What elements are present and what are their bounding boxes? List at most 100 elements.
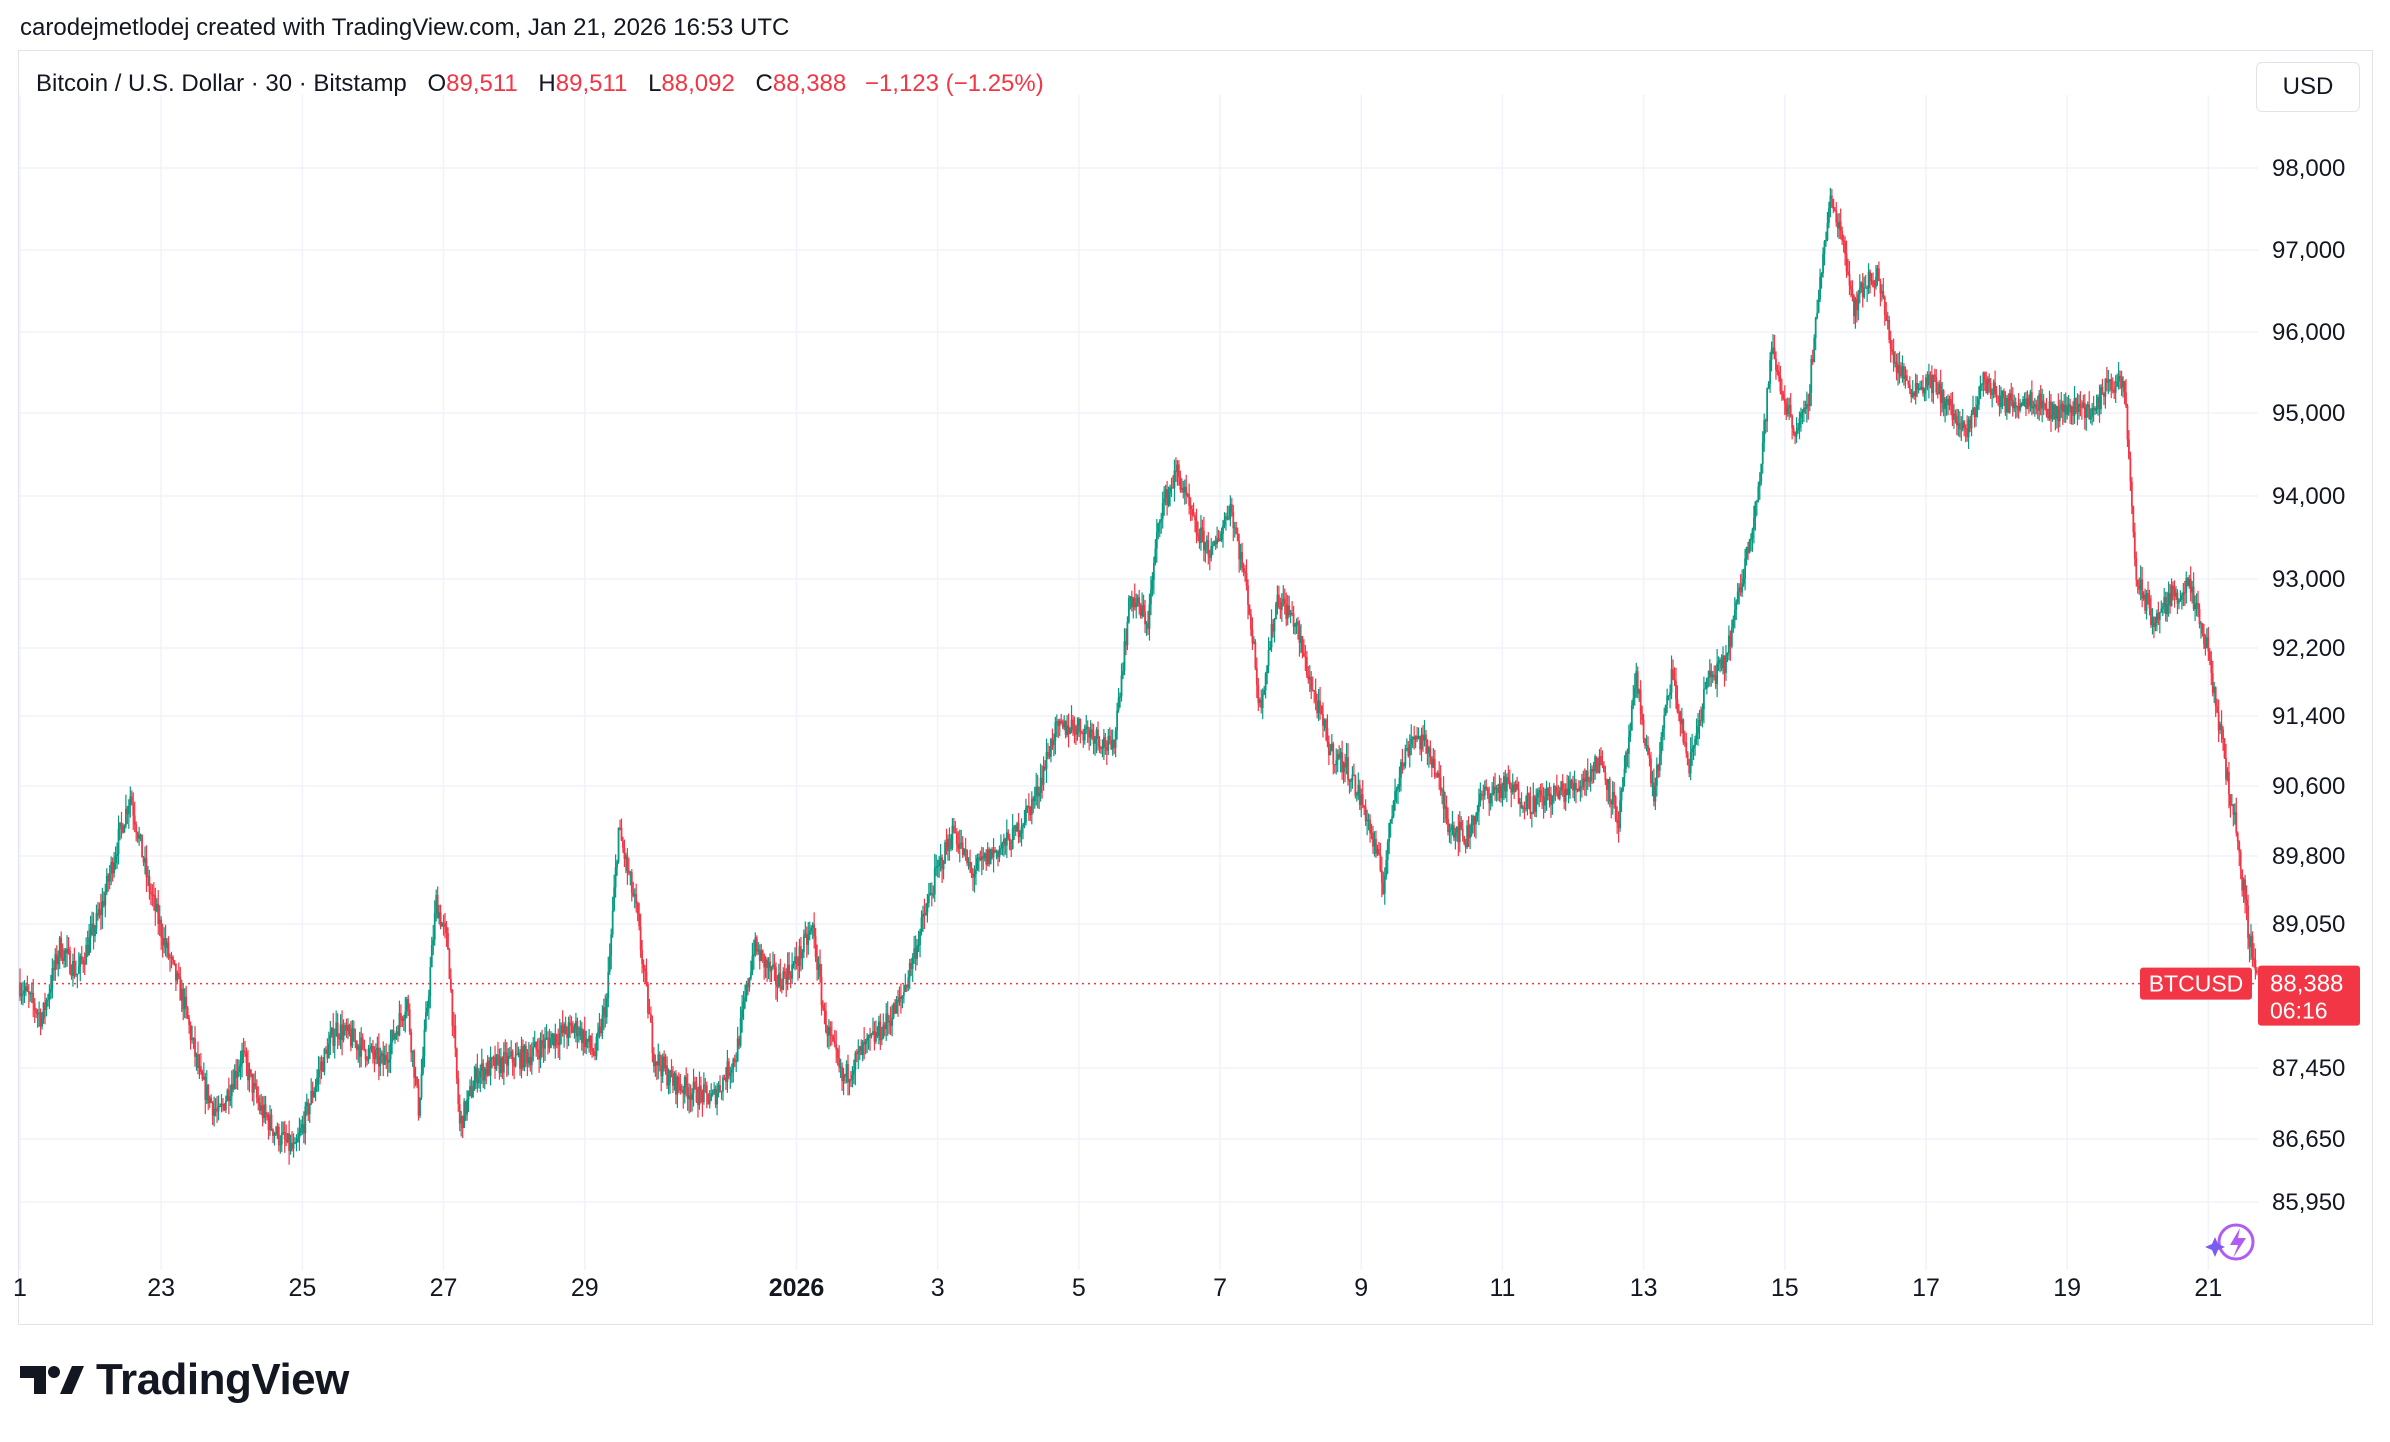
candle-body	[2141, 579, 2144, 599]
candle-body	[501, 1057, 504, 1073]
candle-body	[1298, 625, 1301, 644]
candle-body	[975, 869, 977, 875]
candle-body	[226, 1090, 229, 1101]
candle-body	[964, 849, 967, 851]
candle-body	[1775, 358, 1777, 371]
candle-body	[1255, 668, 1258, 686]
candle-body	[877, 1021, 880, 1036]
candle-body	[260, 1105, 263, 1111]
candle-body	[2113, 389, 2116, 393]
candle-body	[455, 1048, 458, 1079]
candle-body	[1989, 382, 1992, 395]
candle-body	[1136, 597, 1139, 603]
candle-body	[1327, 742, 1330, 756]
candle-body	[2244, 879, 2247, 900]
candle-body	[1689, 751, 1692, 774]
candle-body	[630, 872, 633, 893]
candle-body	[555, 1034, 558, 1043]
candle-body	[372, 1046, 374, 1055]
candle-body	[475, 1067, 477, 1080]
candle-body	[1541, 796, 1544, 798]
candle-body	[2132, 506, 2135, 533]
sparkle-lightning-icon[interactable]	[2205, 1223, 2255, 1261]
candle-body	[919, 931, 921, 945]
candle-body	[469, 1086, 471, 1092]
candle-body	[1491, 793, 1494, 795]
candle-body	[1744, 558, 1746, 579]
candle-body	[35, 1010, 38, 1014]
candle-body	[1941, 390, 1944, 404]
candle-body	[1273, 619, 1276, 632]
candle-body	[929, 892, 932, 896]
low-label: L	[648, 70, 662, 97]
candle-body	[1551, 796, 1554, 805]
candle-body	[1497, 787, 1499, 794]
candle-body	[252, 1082, 255, 1093]
candle-body	[775, 967, 777, 985]
candle-body	[922, 913, 924, 918]
candle-body	[552, 1033, 555, 1046]
candle-body	[1194, 515, 1196, 521]
candle-body	[1895, 362, 1898, 373]
candle-body	[1197, 533, 1199, 537]
candle-body	[222, 1103, 224, 1105]
candle-body	[2070, 406, 2073, 413]
candle-body	[2188, 578, 2191, 586]
candle-body	[1978, 398, 1980, 405]
candle-body	[2022, 399, 2024, 406]
candle-body	[994, 850, 996, 853]
candle-body	[1392, 800, 1395, 817]
candle-body	[586, 1038, 589, 1042]
candle-body	[1280, 602, 1283, 610]
candle-body	[1742, 578, 1745, 584]
candle-body	[1703, 689, 1705, 710]
candle-body	[1302, 652, 1305, 657]
candle-body	[1060, 720, 1063, 723]
candle-body	[195, 1054, 198, 1057]
candle-body	[108, 873, 111, 882]
candle-body	[1447, 818, 1449, 833]
candle-body	[1626, 752, 1629, 754]
candle-body	[1720, 659, 1723, 669]
candle-body	[185, 996, 188, 1008]
candle-body	[869, 1034, 871, 1037]
candle-body	[1266, 665, 1269, 674]
candle-body	[1369, 819, 1371, 833]
candle-body	[1367, 819, 1370, 821]
candle-body	[1373, 838, 1376, 847]
candle-body	[2186, 577, 2189, 586]
candle-body	[1804, 407, 1807, 409]
candle-body	[2230, 804, 2233, 806]
x-tick-label: 2026	[769, 1274, 825, 1302]
candle-body	[2013, 402, 2016, 409]
candle-body	[236, 1072, 239, 1078]
candle-body	[663, 1056, 666, 1069]
candle-body	[597, 1032, 599, 1037]
candle-body	[1505, 777, 1508, 792]
candle-body	[1341, 752, 1344, 773]
candle-body	[1907, 380, 1910, 385]
candle-body	[2094, 409, 2096, 411]
candle-body	[1345, 757, 1348, 768]
symbol-description[interactable]: Bitcoin / U.S. Dollar · 30 · Bitstamp	[36, 70, 407, 97]
currency-button[interactable]: USD	[2256, 62, 2360, 112]
candle-body	[197, 1054, 199, 1068]
candle-body	[573, 1028, 576, 1033]
candle-body	[730, 1069, 733, 1073]
candle-body	[2208, 651, 2211, 660]
x-tick-label: 13	[1630, 1274, 1658, 1302]
candle-body	[1080, 732, 1083, 734]
candle-body	[264, 1104, 267, 1115]
candle-body	[2167, 593, 2170, 605]
tradingview-logo[interactable]: TradingView	[20, 1355, 349, 1405]
candle-body	[1700, 720, 1702, 722]
candle-body	[1972, 407, 1974, 414]
candle-body	[582, 1030, 585, 1044]
candle-body	[1535, 797, 1538, 812]
candle-body	[1138, 597, 1141, 607]
candle-body	[386, 1060, 389, 1063]
candle-body	[854, 1053, 857, 1071]
candle-body	[1330, 743, 1333, 751]
candle-body	[950, 847, 952, 849]
